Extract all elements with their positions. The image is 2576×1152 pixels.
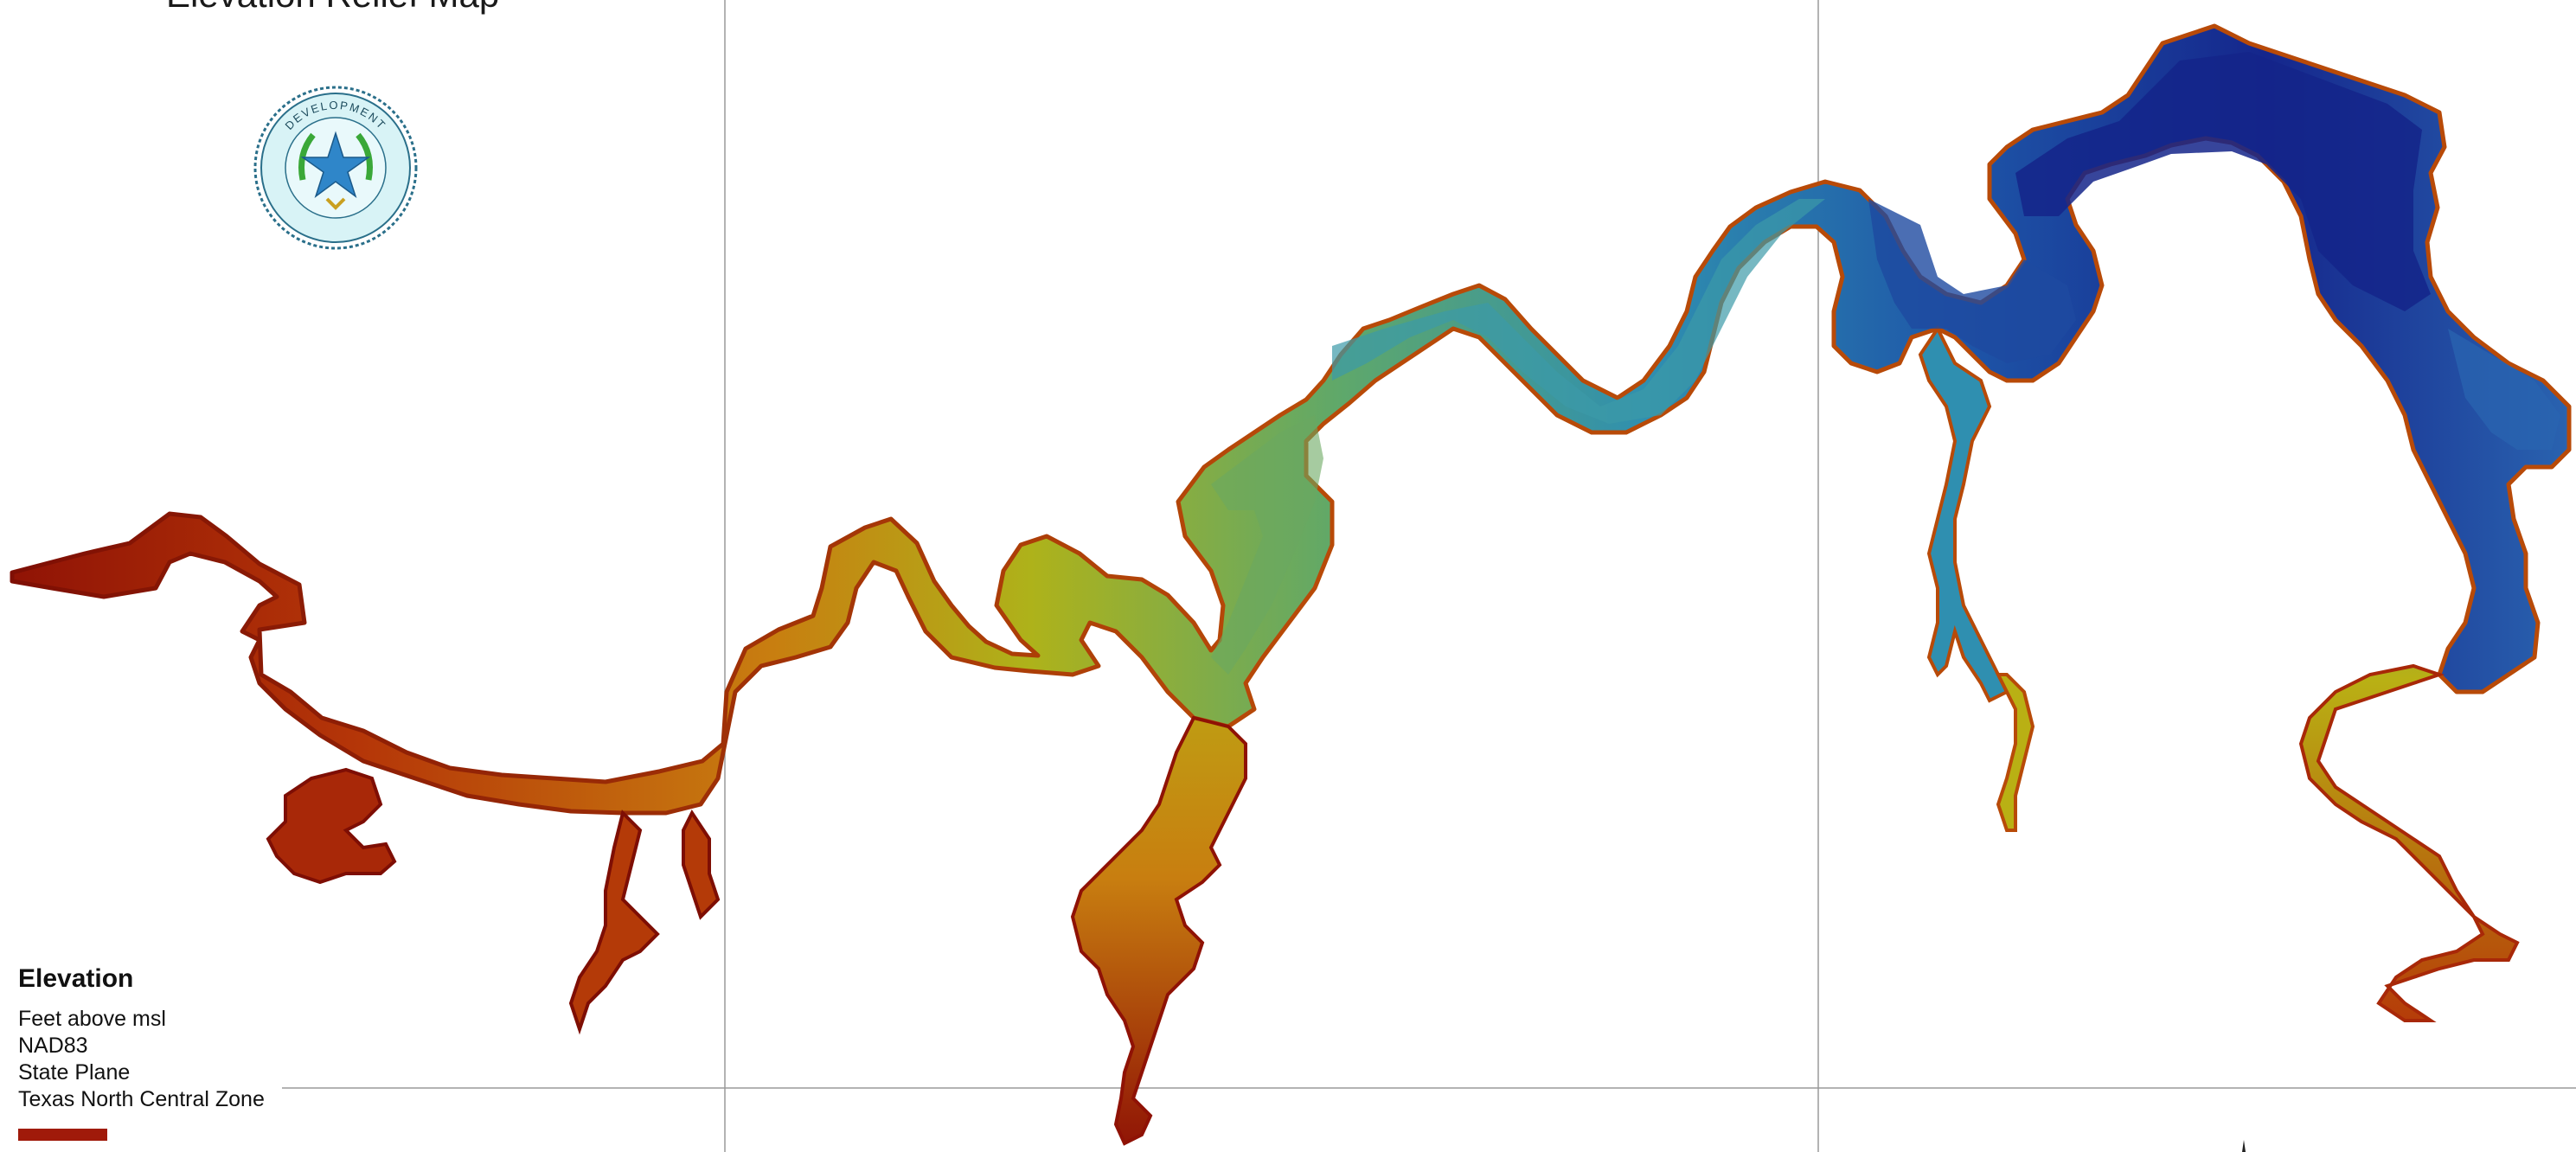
reservoir-southwest-arm bbox=[568, 810, 660, 1035]
texas-water-development-board-seal: DEVELOPMENT bbox=[253, 85, 419, 251]
legend-zone: Texas North Central Zone bbox=[18, 1087, 265, 1111]
legend-units: Feet above msl bbox=[18, 1007, 166, 1031]
reservoir-central-branch bbox=[1918, 325, 2009, 703]
reservoir-body bbox=[10, 23, 2572, 1146]
map-grid bbox=[282, 0, 2576, 1152]
reservoir-central-branch-tail bbox=[1995, 673, 2035, 832]
reservoir-south-arm bbox=[1070, 715, 1247, 1146]
legend-color-swatch bbox=[18, 1129, 107, 1141]
reservoir-east-arm bbox=[2298, 663, 2520, 1022]
map-title: Elevation Relief Map bbox=[166, 0, 499, 16]
legend-projection: State Plane bbox=[18, 1060, 131, 1085]
reservoir-west-branch bbox=[682, 810, 721, 920]
reservoir-mid-channel-west bbox=[1211, 415, 1323, 675]
map-legend: Elevation Feet above msl NAD83 State Pla… bbox=[18, 964, 286, 1141]
reservoir-east-channel bbox=[2448, 329, 2560, 450]
reservoir-deep-channel bbox=[1868, 199, 2076, 363]
reservoir-mid-channel bbox=[1332, 199, 1825, 424]
reservoir-deep-basin bbox=[2015, 52, 2431, 311]
legend-datum: NAD83 bbox=[18, 1034, 88, 1058]
legend-heading: Elevation bbox=[18, 964, 134, 993]
north-arrow-icon bbox=[2242, 1140, 2246, 1152]
reservoir-west-cove bbox=[266, 767, 397, 885]
texas-star-seal-icon: DEVELOPMENT bbox=[253, 86, 418, 250]
reservoir-main-channel bbox=[10, 23, 2572, 816]
